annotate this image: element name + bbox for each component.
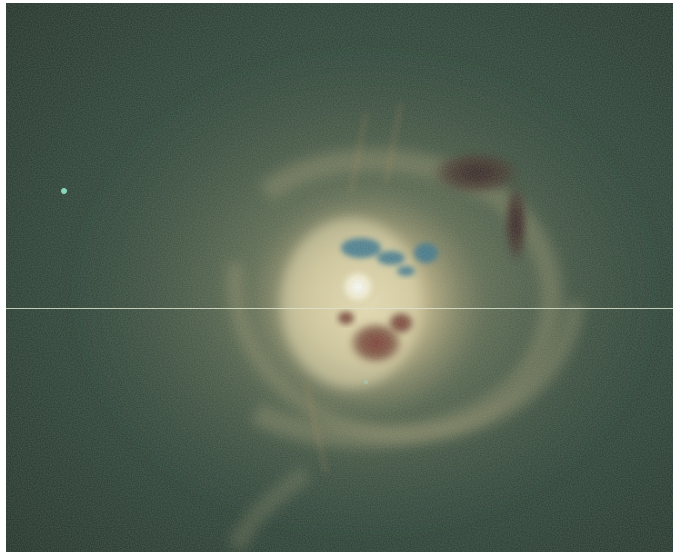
astronomical-image [6,3,673,552]
cluster-rendering [6,3,673,552]
scan-line-artifact [6,308,673,309]
noise-texture [6,3,673,552]
